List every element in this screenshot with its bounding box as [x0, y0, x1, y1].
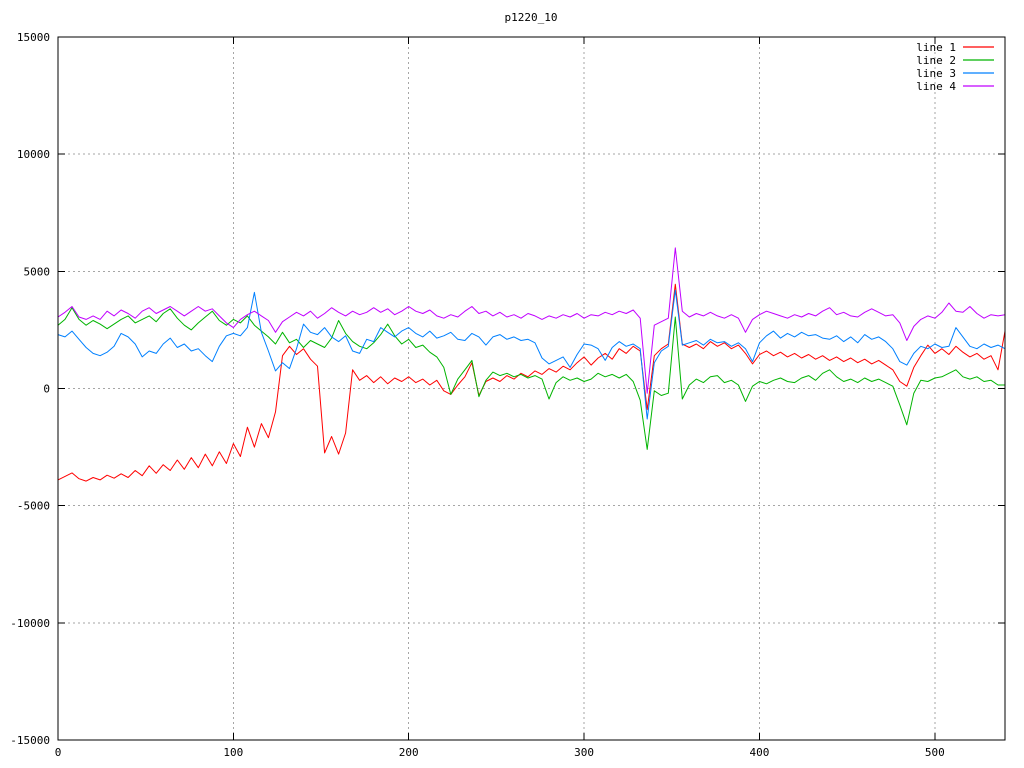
x-axis-tick-label: 0 — [55, 746, 62, 759]
x-axis-tick-label: 500 — [925, 746, 945, 759]
y-axis-tick-label: 15000 — [17, 31, 50, 44]
y-axis-tick-label: -15000 — [10, 734, 50, 747]
plot-border — [57, 36, 1006, 741]
legend-label: line 1 — [916, 41, 956, 54]
axes-layer — [57, 36, 1006, 741]
series-line-1 — [57, 283, 1006, 482]
y-axis-tick-label: 0 — [43, 383, 50, 396]
series-line-2 — [57, 307, 1005, 450]
x-axis-tick-label: 200 — [399, 746, 419, 759]
y-axis-tick-label: -5000 — [17, 500, 50, 513]
axis-labels-layer: 0 100 200 300 400 500 -15000 -10000 -5000 0 5000 10… — [10, 31, 945, 759]
y-axis-tick-label: 10000 — [17, 148, 50, 161]
legend-label: line 2 — [916, 54, 956, 67]
series-line-3 — [57, 289, 1006, 420]
series-line-4 — [57, 247, 1006, 394]
chart-title: p1220_10 — [505, 11, 558, 24]
series-layer — [57, 247, 1006, 482]
y-axis-tick-label: 5000 — [24, 265, 51, 278]
y-axis-tick-label: -10000 — [10, 617, 50, 630]
x-axis-tick-label: 300 — [574, 746, 594, 759]
x-axis-tick-label: 100 — [223, 746, 243, 759]
grid-layer — [58, 37, 1005, 740]
legend-label: line 3 — [916, 67, 956, 80]
legend-label: line 4 — [916, 80, 956, 93]
x-axis-tick-label: 400 — [750, 746, 770, 759]
